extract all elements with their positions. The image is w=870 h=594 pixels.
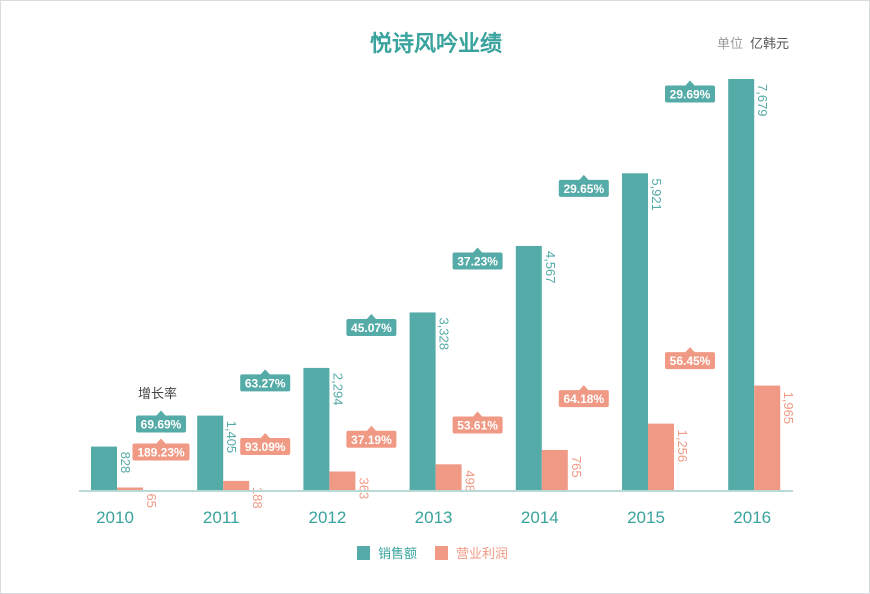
sales-growth-badge-2011-text: 69.69% [141,418,182,432]
sales-growth-badge-2014-arrow-up-icon [472,247,483,253]
chart-title: 悦诗风吟业绩 [370,31,502,57]
profit-value-label-2011: 188 [250,487,265,509]
sales-growth-badge-2013-text: 45.07% [351,321,392,335]
legend: 销售额 营业利润 [357,546,508,562]
sales-growth-badge-2015-text: 29.65% [563,182,604,196]
profit-bar-2012 [329,471,356,491]
sales-growth-badge-2012: 63.27% [240,369,291,392]
profit-growth-badge-2013-text: 37.19% [351,433,392,447]
sales-growth-badge-2016-box [665,85,715,103]
profit-growth-badge-2014-arrow-up-icon [472,411,483,417]
profit-value-label-2013: 498 [463,470,478,492]
sales-growth-badge-2013-arrow-up-icon [366,313,377,320]
sales-growth-badge-2016: 29.69% [665,80,715,103]
profit-growth-badge-2016-box [665,352,715,370]
legend-label-sales: 销售额 [378,546,417,562]
sales-bar-2012 [303,367,330,491]
legend-swatch-profit [435,546,448,560]
x-axis-labels: 2010 2011 2012 2013 2014 2015 2016 [96,508,771,527]
profit-value-label-2015: 1,256 [675,430,690,463]
profit-growth-badge-2015-text: 64.18% [563,392,604,406]
profit-growth-badge-2013-arrow-up-icon [366,425,377,432]
sales-value-label-2012: 2,294 [330,373,345,406]
profit-growth-badge-2015-box [558,390,609,408]
profit-value-label-2012: 363 [356,478,371,500]
sales-growth-badge-2012-box [240,374,291,392]
sales-growth-badge-2014-text: 37.23% [457,254,498,268]
profit-growth-badge-2012-arrow-up-icon [260,433,271,439]
sales-growth-badge-2013: 45.07% [346,313,397,336]
sales-value-label-2014: 4,567 [543,251,558,284]
profit-growth-badge-2011-text: 189.23% [137,446,185,460]
bars-group: 828 65 1,405 188 2,294 363 3,328 498 4,567 765 5,9… [91,79,796,509]
legend-label-profit: 营业利润 [456,547,508,562]
sales-growth-badge-2011: 69.69% [136,410,186,433]
sales-value-label-2015: 5,921 [649,178,664,211]
profit-growth-badge-2012-box [240,438,291,456]
sales-bar-2011 [197,415,224,491]
profit-growth-badge-2014-box [452,416,503,434]
sales-growth-badge-2011-box [136,415,186,433]
profit-growth-badge-2011-box [132,443,190,461]
profit-growth-badge-2011: 189.23% [132,438,190,461]
profit-growth-badge-2016-text: 56.45% [670,354,711,368]
x-tick-label-2010: 2010 [96,508,134,527]
profit-bar-2013 [435,464,462,491]
profit-growth-badge-2015: 64.18% [558,385,609,408]
profit-growth-badge-2014: 53.61% [452,411,503,434]
profit-growth-badge-2012: 93.09% [240,433,291,456]
profit-bar-2016 [754,385,781,491]
sales-value-label-2013: 3,328 [437,317,452,350]
profit-growth-badge-2011-arrow-up-icon [156,438,166,444]
sales-bar-2013 [409,312,436,491]
sales-growth-badge-2012-text: 63.27% [245,376,286,390]
growth-rate-note: 增长率 [138,386,177,402]
sales-growth-badge-2014: 37.23% [452,247,503,270]
profit-growth-badge-2016-arrow-up-icon [685,347,695,353]
profit-bar-2011 [223,480,250,491]
sales-bar-2015 [622,173,648,491]
profit-value-label-2014: 765 [569,456,584,478]
sales-growth-badge-2016-text: 29.69% [670,88,711,102]
profit-value-label-2010: 65 [144,494,159,508]
profit-bar-2015 [648,423,674,491]
profit-growth-badge-2014-text: 53.61% [457,418,498,432]
sales-growth-badge-2013-box [346,318,397,336]
sales-growth-badge-2015-arrow-up-icon [578,174,589,181]
profit-growth-badge-2016: 56.45% [665,347,715,370]
sales-value-label-2011: 1,405 [224,421,239,454]
sales-growth-badge-2016-arrow-up-icon [685,80,695,86]
growth-badges-group: 69.69% 63.27% 45.07% 37.23% 29.65% 29.69% 189.… [132,80,715,461]
profit-growth-badge-2012-text: 93.09% [245,440,286,454]
x-tick-label-2014: 2014 [521,508,559,527]
sales-growth-badge-2015: 29.65% [558,174,609,197]
x-tick-label-2012: 2012 [308,508,346,527]
profit-value-label-2016: 1,965 [781,392,796,425]
profit-bar-2010 [117,487,143,491]
sales-value-label-2010: 828 [118,452,133,474]
x-tick-label-2015: 2015 [627,508,665,527]
profit-bar-2014 [541,449,568,491]
profit-growth-badge-2015-arrow-up-icon [578,385,589,391]
sales-bar-2016 [728,79,755,491]
x-tick-label-2013: 2013 [415,508,453,527]
x-tick-label-2011: 2011 [203,508,240,527]
sales-growth-badge-2012-arrow-up-icon [260,369,271,375]
sales-bar-2010 [91,446,117,491]
profit-growth-badge-2013-box [346,430,397,448]
sales-bar-2014 [515,245,542,491]
unit-value: 亿韩元 [750,37,789,52]
sales-value-label-2016: 7,679 [755,84,770,117]
x-tick-label-2016: 2016 [733,508,771,527]
unit-label: 单位 [717,37,743,52]
sales-growth-badge-2011-arrow-up-icon [156,410,166,416]
legend-swatch-sales [357,546,370,560]
sales-growth-badge-2015-box [558,179,609,197]
sales-growth-badge-2014-box [452,252,503,270]
profit-growth-badge-2013: 37.19% [346,425,397,448]
